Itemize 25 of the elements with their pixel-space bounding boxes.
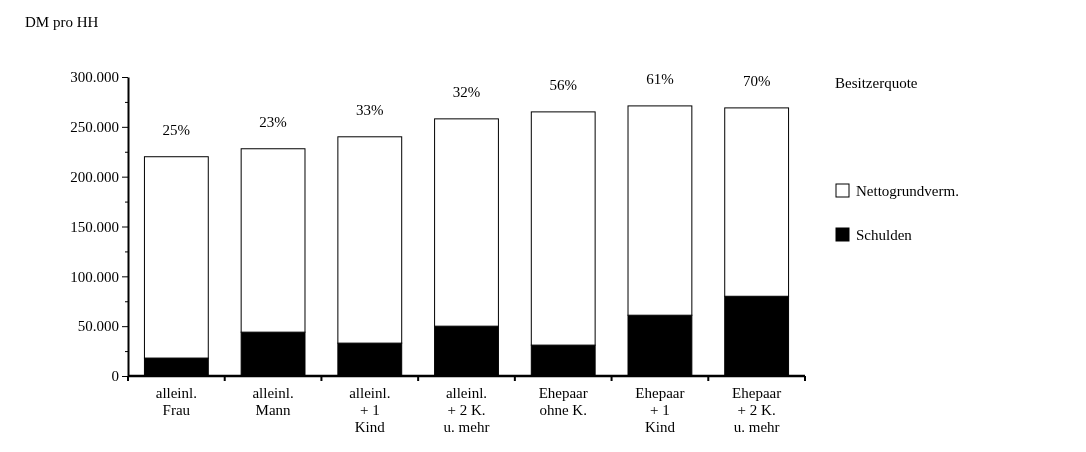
annotation: 33% (356, 101, 384, 118)
annotation: 61% (646, 70, 674, 87)
y-tick-label: 200.000 (70, 168, 119, 185)
x-tick-label: alleinl. Mann (252, 385, 294, 418)
text: Besitzerquote (835, 75, 918, 91)
x-tick-label: alleinl. Frau (155, 385, 197, 418)
x-tick-label: Ehepaar + 2 K. u. mehr (732, 385, 782, 435)
legend-label: Nettogrundverm. (856, 183, 959, 199)
legend-label: Schulden (856, 227, 913, 243)
annotation: 70% (742, 72, 771, 89)
y-tick-label: 0 (111, 368, 119, 385)
x-tick-label: Ehepaar ohne K. (538, 385, 588, 418)
x-tick-label: alleinl. + 1 Kind (349, 385, 391, 435)
y-tick-label: 300.000 (70, 69, 119, 86)
annotation: 23% (259, 113, 287, 130)
x-tick-label: alleinl. + 2 K. u. mehr (443, 385, 490, 435)
annotation: 32% (452, 83, 481, 100)
annotation: 25% (162, 121, 191, 138)
y-axis-title: DM pro HH (25, 14, 99, 30)
annotation: 56% (549, 76, 577, 93)
x-tick-label: Ehepaar + 1 Kind (635, 385, 685, 435)
y-tick-label: 250.000 (70, 119, 119, 136)
y-tick-label: 150.000 (70, 218, 119, 235)
y-tick-label: 100.000 (70, 268, 119, 285)
y-tick-label: 50.000 (77, 318, 119, 335)
